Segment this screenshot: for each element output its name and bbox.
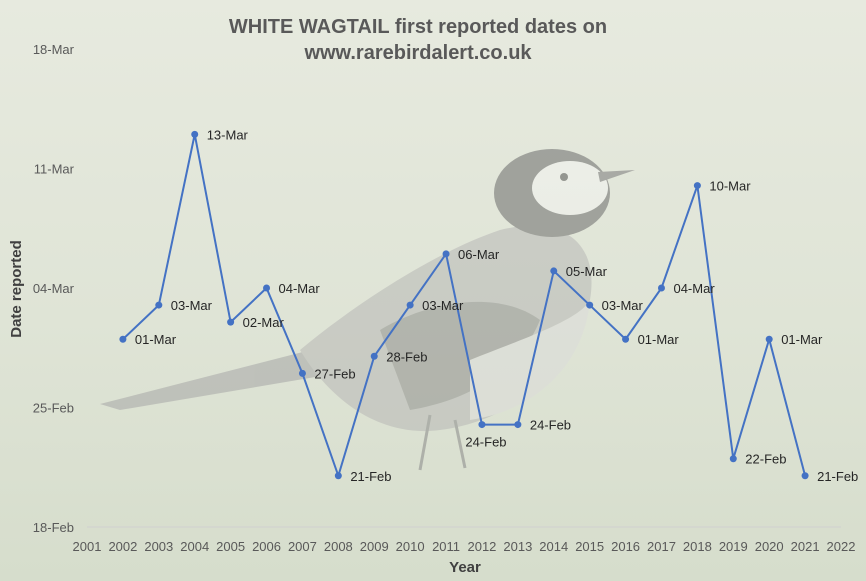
data-point-marker — [227, 318, 235, 326]
data-point-marker — [514, 421, 522, 429]
data-point-marker — [622, 335, 630, 343]
x-tick-label: 2008 — [324, 539, 353, 554]
x-tick-label: 2007 — [288, 539, 317, 554]
data-label: 21-Feb — [350, 469, 391, 484]
x-tick-label: 2005 — [216, 539, 245, 554]
data-label: 03-Mar — [602, 298, 644, 313]
x-tick-label: 2020 — [755, 539, 784, 554]
x-tick-label: 2009 — [360, 539, 389, 554]
data-point-marker — [550, 267, 558, 275]
x-tick-label: 2006 — [252, 539, 281, 554]
data-label: 05-Mar — [566, 264, 608, 279]
chart-title-line-1: WHITE WAGTAIL first reported dates on — [229, 16, 607, 38]
data-point-marker — [693, 182, 701, 190]
data-point-marker — [657, 284, 665, 292]
x-tick-label: 2021 — [791, 539, 820, 554]
y-tick-label: 11-Mar — [34, 162, 75, 177]
x-axis-title: Year — [449, 559, 481, 576]
x-tick-label: 2018 — [683, 539, 712, 554]
data-point-marker — [478, 421, 486, 429]
data-label: 24-Feb — [465, 435, 506, 450]
data-label: 02-Mar — [243, 315, 285, 330]
chart-title-line-2: www.rarebirdalert.co.uk — [303, 42, 532, 64]
x-tick-label: 2014 — [539, 539, 568, 554]
data-point-marker — [729, 455, 737, 463]
data-point-marker — [155, 301, 163, 309]
data-label: 27-Feb — [314, 366, 355, 381]
data-label: 28-Feb — [386, 349, 427, 364]
data-label: 01-Mar — [135, 332, 177, 347]
data-point-marker — [298, 369, 306, 377]
data-label: 24-Feb — [530, 418, 571, 433]
data-point-marker — [370, 352, 378, 360]
data-labels: 01-Mar 03-Mar 13-Mar 02-Mar 04-Mar 27-Feb 21-F… — [135, 127, 858, 483]
x-tick-label: 2022 — [827, 539, 856, 554]
data-point-marker — [406, 301, 414, 309]
x-tick-label: 2001 — [73, 539, 102, 554]
data-point-marker — [263, 284, 271, 292]
data-label: 04-Mar — [279, 281, 321, 296]
x-tick-label: 2010 — [396, 539, 425, 554]
wagtail-bird-illustration — [100, 149, 635, 471]
x-tick-label: 2015 — [575, 539, 604, 554]
data-label: 13-Mar — [207, 127, 249, 142]
x-tick-label: 2019 — [719, 539, 748, 554]
x-tick-label: 2002 — [108, 539, 137, 554]
y-tick-label: 18-Mar — [33, 42, 75, 57]
x-tick-label: 2012 — [467, 539, 496, 554]
data-point-marker — [191, 130, 199, 138]
series-line — [122, 134, 807, 480]
data-point-marker — [586, 301, 594, 309]
data-markers — [119, 130, 809, 480]
y-axis-tick-labels: 18-Feb 25-Feb 04-Mar 11-Mar 18-Mar — [33, 42, 75, 535]
x-tick-label: 2013 — [503, 539, 532, 554]
y-tick-label: 25-Feb — [33, 401, 74, 416]
data-point-marker — [119, 335, 127, 343]
y-tick-label: 04-Mar — [33, 281, 75, 296]
data-label: 01-Mar — [638, 332, 680, 347]
data-point-marker — [765, 335, 773, 343]
y-axis-title: Date reported — [8, 240, 25, 338]
data-label: 03-Mar — [171, 298, 213, 313]
x-tick-label: 2003 — [144, 539, 173, 554]
data-label: 10-Mar — [709, 179, 751, 194]
x-axis-tick-labels: 2001 2002 2003 2004 2005 2006 2007 2008 2009 2010… — [73, 539, 856, 554]
data-label: 03-Mar — [422, 298, 464, 313]
data-point-marker — [801, 472, 809, 480]
data-point-marker — [334, 472, 342, 480]
data-label: 01-Mar — [781, 332, 823, 347]
x-tick-label: 2011 — [432, 539, 460, 554]
data-point-marker — [442, 250, 450, 258]
x-tick-label: 2017 — [647, 539, 676, 554]
data-label: 06-Mar — [458, 247, 500, 262]
data-label: 04-Mar — [673, 281, 715, 296]
chart-title: WHITE WAGTAIL first reported dates on ww… — [229, 16, 607, 64]
data-label: 21-Feb — [817, 469, 858, 484]
x-tick-label: 2016 — [611, 539, 640, 554]
x-tick-label: 2004 — [180, 539, 209, 554]
data-label: 22-Feb — [745, 452, 786, 467]
y-tick-label: 18-Feb — [33, 520, 74, 535]
